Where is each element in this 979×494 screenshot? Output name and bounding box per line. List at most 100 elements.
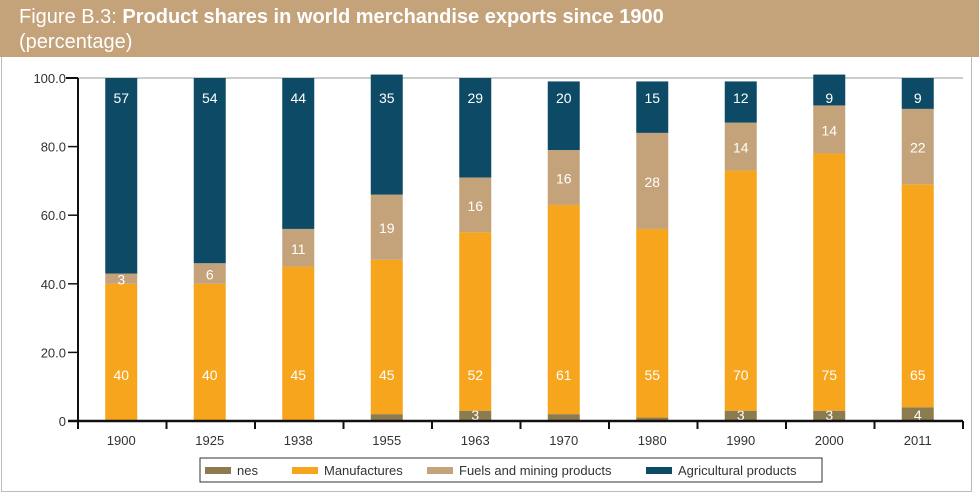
legend-swatch-manufactures	[292, 467, 318, 474]
figure-subtitle: (percentage)	[19, 31, 133, 53]
x-tick-label: 1955	[372, 433, 401, 448]
legend-label: Manufactures	[324, 463, 403, 478]
bar-segment-fuels-and-mining-products-2000	[813, 105, 846, 154]
data-label: 40	[113, 367, 129, 383]
bar-segment-manufactures-1900	[105, 283, 138, 421]
legend-swatch-fuels-and-mining-products	[427, 467, 453, 474]
bar-segment-fuels-and-mining-products-1980	[636, 132, 669, 229]
data-label: 3	[117, 272, 125, 288]
data-label: 16	[467, 198, 483, 214]
legend-label: Fuels and mining products	[459, 463, 612, 478]
data-label: 4	[914, 407, 922, 423]
bar-segment-agricultural-products-1980	[636, 81, 669, 133]
x-tick-label: 1980	[638, 433, 667, 448]
data-label: 35	[379, 90, 395, 106]
bar-segment-fuels-and-mining-products-1938	[282, 228, 315, 267]
bar-segment-fuels-and-mining-products-1955	[370, 194, 403, 260]
y-tick-label: 80.0	[41, 140, 66, 155]
bar-segment-nes-2000	[813, 410, 846, 421]
bar-segment-fuels-and-mining-products-1963	[459, 177, 492, 233]
bar-segment-agricultural-products-2011	[901, 78, 934, 109]
data-label: 70	[733, 367, 749, 383]
data-label: 44	[290, 90, 306, 106]
data-label: 61	[556, 367, 572, 383]
bar-segment-nes-1980	[636, 417, 669, 421]
data-label: 3	[825, 407, 833, 423]
y-tick-label: 0	[59, 414, 66, 429]
bar-segment-agricultural-products-2000	[813, 74, 846, 106]
bar-segment-manufactures-1970	[547, 204, 580, 415]
data-label: 15	[644, 90, 660, 106]
data-label: 20	[556, 90, 572, 106]
x-tick-label: 2011	[904, 433, 932, 448]
legend-label: nes	[237, 463, 258, 478]
legend-label: Agricultural products	[678, 463, 797, 478]
data-label: 11	[291, 241, 306, 257]
bar-segment-fuels-and-mining-products-1970	[547, 150, 580, 205]
bar-segment-fuels-and-mining-products-1900	[105, 273, 138, 284]
data-label: 16	[556, 170, 572, 186]
chart-frame	[1, 57, 972, 492]
data-label: 19	[379, 220, 395, 236]
bar-segment-agricultural-products-1990	[724, 81, 757, 123]
bar-segment-nes-1970	[547, 414, 580, 421]
figure-header: Figure B.3: Product shares in world merc…	[0, 0, 979, 57]
x-tick-label: 1970	[549, 433, 578, 448]
bar-segment-manufactures-1990	[724, 170, 757, 411]
legend-box	[199, 457, 823, 483]
figure-label: Figure B.3:	[19, 6, 123, 28]
y-tick-label: 40.0	[41, 277, 66, 292]
bar-segment-manufactures-2000	[813, 153, 846, 411]
data-label: 52	[467, 367, 483, 383]
y-tick-label: 20.0	[41, 345, 66, 360]
data-label: 14	[733, 140, 749, 156]
data-label: 45	[379, 367, 395, 383]
legend-swatch-agricultural-products	[646, 467, 672, 474]
data-label: 3	[471, 407, 479, 423]
bar-segment-agricultural-products-1938	[282, 78, 315, 229]
bar-segment-manufactures-1938	[282, 266, 315, 421]
x-tick-label: 1990	[726, 433, 755, 448]
legend-swatch-nes	[205, 467, 231, 474]
data-label: 12	[733, 90, 749, 106]
bar-segment-manufactures-1925	[193, 283, 226, 421]
data-label: 3	[737, 407, 745, 423]
data-label: 9	[914, 90, 922, 106]
data-label: 45	[290, 367, 306, 383]
data-label: 9	[825, 90, 833, 106]
data-label: 40	[202, 367, 218, 383]
figure-title: Figure B.3: Product shares in world merc…	[19, 6, 664, 29]
bar-segment-manufactures-1955	[370, 259, 403, 415]
bar-segment-fuels-and-mining-products-1990	[724, 122, 757, 171]
data-label: 55	[644, 367, 660, 383]
bar-segment-agricultural-products-1955	[370, 74, 403, 195]
bar-segment-agricultural-products-1900	[105, 78, 138, 274]
bar-segment-nes-1990	[724, 410, 757, 421]
x-tick-label: 1938	[284, 433, 313, 448]
y-tick-label: 100.0	[33, 71, 66, 86]
data-label: 29	[467, 90, 483, 106]
bar-segment-nes-1963	[459, 410, 492, 421]
figure-title-text: Product shares in world merchandise expo…	[122, 6, 664, 28]
x-tick-label: 1900	[107, 433, 136, 448]
data-label: 14	[821, 122, 837, 138]
bar-segment-agricultural-products-1970	[547, 81, 580, 151]
bar-segment-fuels-and-mining-products-2011	[901, 108, 934, 185]
x-tick-label: 1925	[195, 433, 224, 448]
x-tick-label: 2000	[815, 433, 844, 448]
bar-segment-manufactures-1980	[636, 228, 669, 418]
data-label: 75	[821, 367, 837, 383]
bar-segment-agricultural-products-1963	[459, 78, 492, 178]
y-tick-label: 60.0	[41, 208, 66, 223]
data-label: 28	[644, 174, 660, 190]
bar-segment-nes-1955	[370, 414, 403, 421]
data-label: 65	[910, 367, 926, 383]
bar-segment-agricultural-products-1925	[193, 78, 226, 264]
bar-segment-manufactures-2011	[901, 184, 934, 408]
data-label: 22	[910, 140, 926, 156]
bar-segment-fuels-and-mining-products-1925	[193, 263, 226, 284]
data-label: 6	[206, 267, 214, 283]
x-tick-label: 1963	[461, 433, 490, 448]
data-label: 57	[113, 90, 129, 106]
